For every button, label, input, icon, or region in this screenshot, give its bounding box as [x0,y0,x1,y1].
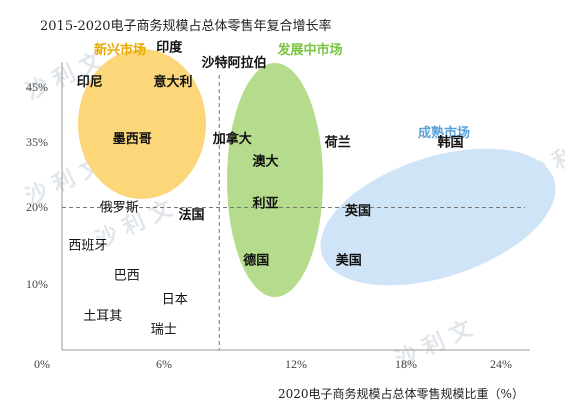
group-ellipses [78,49,556,297]
point-label: 墨西哥 [113,131,152,147]
tick-labels: 0% 6% 12% 18% 24% 10% 20% 35% 45% [26,80,512,371]
point-label: 加拿大 [212,131,252,147]
group-label-2: 成熟市场 [418,125,470,141]
point-label: 土耳其 [83,309,122,324]
group-ellipse-1 [227,63,323,297]
point-label: 荷兰 [324,135,351,151]
x-tick-label: 6% [156,357,172,371]
x-tick-label: 24% [490,357,512,371]
y-tick-label: 35% [26,135,48,149]
group-ellipse-2 [320,148,556,286]
chart-title: 2015-2020电子商务规模占总体零售年复合增长率 [40,18,332,34]
point-label: 日本 [162,292,188,307]
group-label-1: 发展中市场 [276,42,342,58]
point-label: 印度 [156,40,183,56]
point-label: 瑞士 [151,322,177,337]
point-label: 意大利 [153,74,192,90]
point-label: 印尼 [77,75,103,90]
x-tick-label: 12% [285,357,307,371]
point-label: 英国 [344,203,371,219]
point-label: 法国 [178,207,204,223]
point-label: 巴西 [114,269,140,284]
point-label: 德国 [243,253,269,269]
y-tick-label: 20% [26,200,48,214]
point-label: 利亚 [252,196,278,212]
point-label: 美国 [336,253,362,269]
axes [61,62,530,351]
x-tick-label: 0% [34,357,50,371]
group-ellipse-0 [78,49,206,199]
reference-lines [62,75,525,350]
y-tick-label: 10% [26,277,48,291]
x-axis-label: 2020电子商务规模占总体零售规模比重（%） [278,386,524,401]
point-label: 沙特阿拉伯 [202,55,267,71]
point-label: 俄罗斯 [100,200,139,215]
x-tick-label: 18% [395,357,417,371]
point-label: 西班牙 [68,238,107,253]
group-label-0: 新兴市场 [94,42,146,58]
point-label: 澳大 [252,154,278,170]
y-tick-label: 45% [26,80,48,94]
point-label: 韩国 [437,135,463,151]
